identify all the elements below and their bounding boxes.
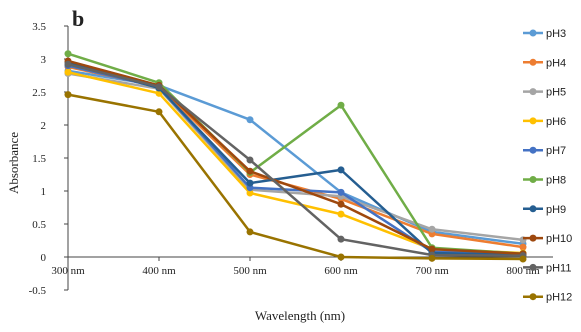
y-tick-label: 0 xyxy=(41,252,47,264)
legend-label: pH6 xyxy=(546,116,566,128)
y-tick-label: 1.5 xyxy=(32,153,46,165)
data-point-ph6 xyxy=(246,189,254,197)
x-tick-label: 600 nm xyxy=(324,265,358,277)
y-tick-label: 0.5 xyxy=(32,219,46,231)
legend-swatch-marker xyxy=(529,205,537,213)
plot-area: -0.5 0 0.5 1 1.5 2 2.5 3 3.5 300 nm 400 nm 500 nm 60… xyxy=(29,21,553,297)
y-tick-label: 2 xyxy=(41,120,47,132)
data-point-ph11 xyxy=(64,60,72,68)
legend-label: pH9 xyxy=(546,204,566,216)
data-point-ph12 xyxy=(337,253,345,261)
data-point-ph9 xyxy=(246,179,254,187)
data-point-ph11 xyxy=(337,235,345,243)
legend-label: pH5 xyxy=(546,87,566,99)
legend-swatch-marker xyxy=(529,234,537,242)
data-point-ph11 xyxy=(155,83,163,91)
legend-item-ph7: pH7 xyxy=(523,145,566,157)
data-point-ph12 xyxy=(428,254,436,262)
y-tick-label: 1 xyxy=(41,186,47,198)
legend-item-ph12: pH12 xyxy=(523,292,572,304)
legend-item-ph10: pH10 xyxy=(523,233,572,245)
legend-label: pH3 xyxy=(546,28,566,40)
y-tick-label: 3 xyxy=(41,54,47,66)
data-point-ph11 xyxy=(246,156,254,164)
legend-label: pH10 xyxy=(546,233,572,245)
legend: pH3 pH4 pH5 pH6 pH7 pH8 pH9 pH10 pH11 pH12 xyxy=(523,28,572,304)
y-tick-label: 3.5 xyxy=(32,21,46,33)
series-line-ph7 xyxy=(67,64,524,256)
legend-swatch-marker xyxy=(529,263,537,271)
series-line-ph5 xyxy=(67,72,524,242)
data-point-ph9 xyxy=(337,166,345,174)
data-point-ph4 xyxy=(519,243,527,251)
legend-swatch-marker xyxy=(529,176,537,183)
legend-swatch-marker xyxy=(529,146,537,154)
y-tick-label: 2.5 xyxy=(32,87,46,99)
data-point-ph8 xyxy=(337,101,345,109)
series-line-ph9 xyxy=(67,61,524,257)
data-point-ph6 xyxy=(337,210,345,218)
data-point-ph10 xyxy=(337,200,345,208)
legend-item-ph4: pH4 xyxy=(523,57,566,69)
data-point-ph12 xyxy=(519,255,527,263)
legend-label: pH11 xyxy=(546,262,571,274)
x-tick-label: 500 nm xyxy=(233,265,267,277)
data-point-ph10 xyxy=(246,167,254,175)
data-point-ph12 xyxy=(246,228,254,236)
legend-label: pH4 xyxy=(546,57,566,69)
series-line-ph6 xyxy=(67,70,524,255)
legend-label: pH12 xyxy=(546,292,572,304)
x-tick-label: 300 nm xyxy=(51,265,85,277)
panel-label: b xyxy=(72,6,84,31)
x-axis-title: Wavelength (nm) xyxy=(255,308,345,323)
legend-label: pH8 xyxy=(546,175,566,187)
data-point-ph3 xyxy=(246,116,254,124)
series-line-ph12 xyxy=(67,93,524,261)
data-point-ph7 xyxy=(337,188,345,196)
legend-item-ph3: pH3 xyxy=(523,28,566,40)
series-line-ph11 xyxy=(67,63,524,257)
data-point-ph10 xyxy=(428,245,436,253)
data-point-ph12 xyxy=(155,108,163,116)
legend-item-ph6: pH6 xyxy=(523,116,566,128)
y-tick-label: -0.5 xyxy=(29,285,47,297)
data-point-ph12 xyxy=(64,91,72,99)
x-tick-label: 700 nm xyxy=(415,265,449,277)
series-line-ph10 xyxy=(67,59,524,255)
legend-item-ph8: pH8 xyxy=(523,175,566,187)
legend-label: pH7 xyxy=(546,145,566,157)
legend-item-ph5: pH5 xyxy=(523,87,566,99)
data-point-ph8 xyxy=(64,50,72,58)
legend-swatch-marker xyxy=(529,293,537,301)
data-point-ph6 xyxy=(64,68,72,76)
legend-swatch-marker xyxy=(529,29,537,37)
legend-item-ph9: pH9 xyxy=(523,204,566,216)
data-point-ph5 xyxy=(428,225,436,233)
legend-item-ph11: pH11 xyxy=(523,262,571,274)
legend-swatch-marker xyxy=(529,117,537,125)
series-line-ph3 xyxy=(67,69,524,246)
y-axis-title: Absorbance xyxy=(6,132,21,194)
x-tick-label: 400 nm xyxy=(142,265,176,277)
legend-swatch-marker xyxy=(529,88,537,96)
legend-swatch-marker xyxy=(529,58,537,66)
